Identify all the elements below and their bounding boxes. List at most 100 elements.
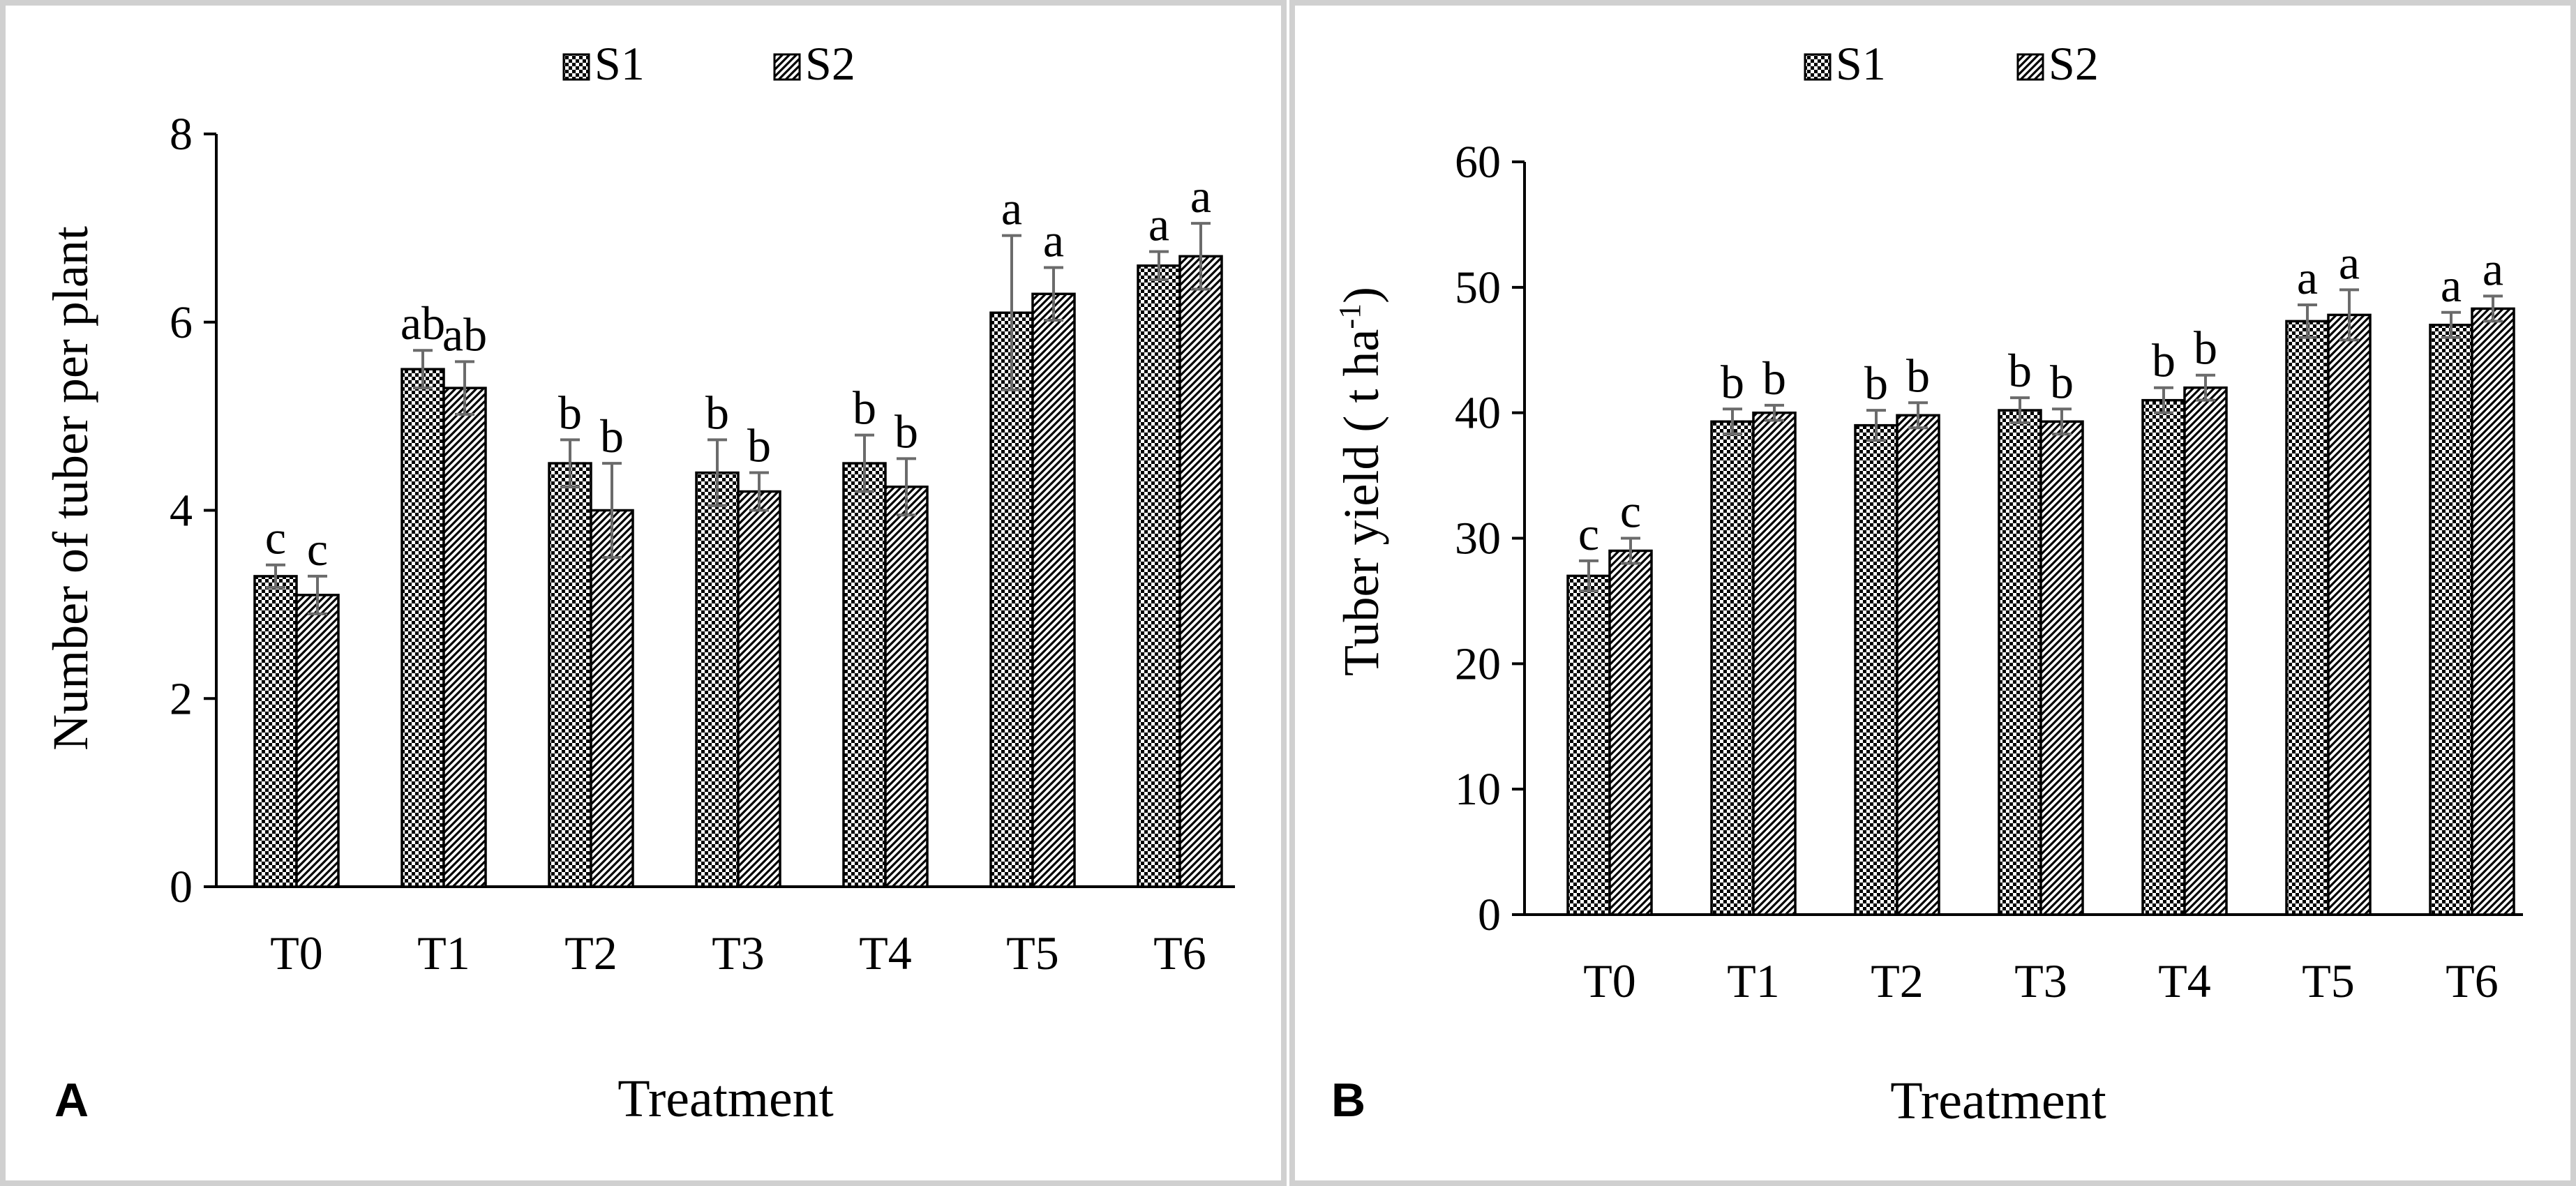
bar-s1-t1 bbox=[400, 368, 445, 888]
bar-s2-t5 bbox=[1031, 292, 1076, 888]
significance-letter: a bbox=[2441, 259, 2462, 312]
significance-letter: ab bbox=[400, 296, 445, 350]
bar-s1-t4 bbox=[2141, 398, 2186, 916]
significance-letter: b bbox=[558, 386, 582, 439]
y-axis-label: Tuber yield ( t ha-1) bbox=[1333, 287, 1389, 676]
x-tick-label: T6 bbox=[1153, 926, 1206, 979]
x-ticks: T0 T1 T2 T3 T4 T5 T6 bbox=[270, 926, 1206, 979]
bar-s2-t3 bbox=[737, 490, 781, 888]
significance-letter: b bbox=[2194, 322, 2217, 375]
significance-letter: b bbox=[747, 419, 771, 472]
significance-letter: b bbox=[1762, 352, 1786, 405]
bar-s2-t4 bbox=[884, 486, 929, 888]
legend-label-s2: S2 bbox=[805, 37, 855, 90]
error-bars bbox=[1579, 288, 2503, 593]
bar-s2-t6 bbox=[2471, 307, 2515, 916]
significance-letter: c bbox=[1578, 507, 1599, 560]
y-tick-label: 50 bbox=[1455, 262, 1501, 313]
y-tick-label: 10 bbox=[1455, 764, 1501, 815]
x-tick-label: T3 bbox=[712, 926, 765, 979]
bar-s1-t1 bbox=[1710, 420, 1755, 916]
y-tick-label: 40 bbox=[1455, 388, 1501, 439]
x-tick-label: T1 bbox=[1727, 954, 1780, 1007]
x-tick-label: T6 bbox=[2446, 954, 2499, 1007]
panel-label-b: B bbox=[1331, 1074, 1365, 1127]
x-tick-label: T5 bbox=[2302, 954, 2355, 1007]
y-tick-label: 2 bbox=[170, 673, 193, 724]
significance-letter: b bbox=[2008, 344, 2032, 397]
significance-letter: c bbox=[307, 523, 328, 576]
significance-letter: a bbox=[1001, 182, 1022, 235]
x-tick-label: T5 bbox=[1006, 926, 1059, 979]
significance-letter: a bbox=[1148, 198, 1169, 251]
significance-letter: ab bbox=[442, 308, 487, 361]
bars bbox=[1566, 307, 2515, 916]
significance-letter: b bbox=[2050, 355, 2074, 408]
panel-a-frame bbox=[0, 0, 1287, 1186]
x-tick-label: T4 bbox=[859, 926, 912, 979]
x-axis-label: Treatment bbox=[1890, 1072, 2106, 1130]
bar-s1-t2 bbox=[1854, 423, 1899, 916]
bar-s1-t2 bbox=[548, 462, 592, 888]
bar-s2-t0 bbox=[1608, 549, 1653, 916]
significance-letter: a bbox=[2483, 242, 2503, 295]
bar-s1-t3 bbox=[1998, 409, 2042, 916]
legend-swatch-s2 bbox=[773, 53, 801, 81]
bars bbox=[253, 255, 1223, 888]
significance-letter: b bbox=[2152, 334, 2176, 387]
x-tick-label: T0 bbox=[1583, 954, 1636, 1007]
significance-letter: b bbox=[1721, 355, 1744, 408]
bar-s1-t5 bbox=[2285, 320, 2330, 916]
y-axis-label-main: Tuber yield ( t ha bbox=[1333, 329, 1389, 676]
bar-s1-t0 bbox=[253, 575, 298, 888]
significance-letter: a bbox=[2339, 236, 2360, 289]
significance-letters: c cb b b b b b b ba a a a bbox=[1578, 236, 2503, 560]
x-tick-label: T1 bbox=[417, 926, 470, 979]
significance-letter: b bbox=[705, 386, 729, 439]
bar-s1-t3 bbox=[695, 471, 740, 888]
x-tick-label: T4 bbox=[2158, 954, 2211, 1007]
error-bars bbox=[266, 222, 1211, 615]
bar-s2-t1 bbox=[442, 386, 487, 888]
bar-s2-t6 bbox=[1178, 255, 1223, 888]
y-ticks: 0 10 20 30 40 50 60 bbox=[1455, 137, 1525, 940]
legend-swatch-s1 bbox=[1804, 53, 1832, 81]
significance-letter: b bbox=[853, 382, 876, 435]
legend-swatch-s1 bbox=[562, 53, 590, 81]
bar-s2-t2 bbox=[590, 509, 634, 888]
bar-s1-t6 bbox=[2429, 324, 2473, 916]
legend: S1 S2 bbox=[562, 37, 855, 90]
y-ticks: 0 2 4 6 8 bbox=[170, 109, 216, 913]
significance-letter: b bbox=[1906, 349, 1930, 402]
significance-letter: a bbox=[1043, 214, 1064, 267]
x-tick-label: T2 bbox=[564, 926, 617, 979]
legend: S1 S2 bbox=[1804, 37, 2099, 90]
y-tick-label: 6 bbox=[170, 297, 193, 348]
y-tick-label: 8 bbox=[170, 109, 193, 160]
significance-letter: a bbox=[1190, 170, 1211, 223]
significance-letter: c bbox=[1620, 485, 1641, 538]
x-ticks: T0 T1 T2 T3 T4 T5 T6 bbox=[1583, 954, 2499, 1007]
legend-label-s1: S1 bbox=[1836, 37, 1886, 90]
bar-s1-t5 bbox=[989, 311, 1034, 888]
bar-s2-t4 bbox=[2183, 386, 2228, 916]
y-tick-label: 0 bbox=[1478, 890, 1501, 940]
bar-s1-t6 bbox=[1137, 264, 1181, 888]
y-tick-label: 30 bbox=[1455, 513, 1501, 564]
y-tick-label: 20 bbox=[1455, 638, 1501, 689]
significance-letter: b bbox=[894, 405, 918, 458]
y-axis-label-sup: -1 bbox=[1333, 303, 1367, 329]
y-tick-label: 0 bbox=[170, 862, 193, 913]
x-tick-label: T0 bbox=[270, 926, 323, 979]
legend-label-s2: S2 bbox=[2049, 37, 2099, 90]
significance-letter: b bbox=[1864, 356, 1888, 410]
bar-s1-t4 bbox=[842, 462, 887, 888]
significance-letter: c bbox=[265, 511, 286, 564]
y-axis-label: Number of tuber per plant bbox=[43, 226, 98, 751]
legend-swatch-s2 bbox=[2016, 53, 2044, 81]
legend-label-s1: S1 bbox=[594, 37, 645, 90]
